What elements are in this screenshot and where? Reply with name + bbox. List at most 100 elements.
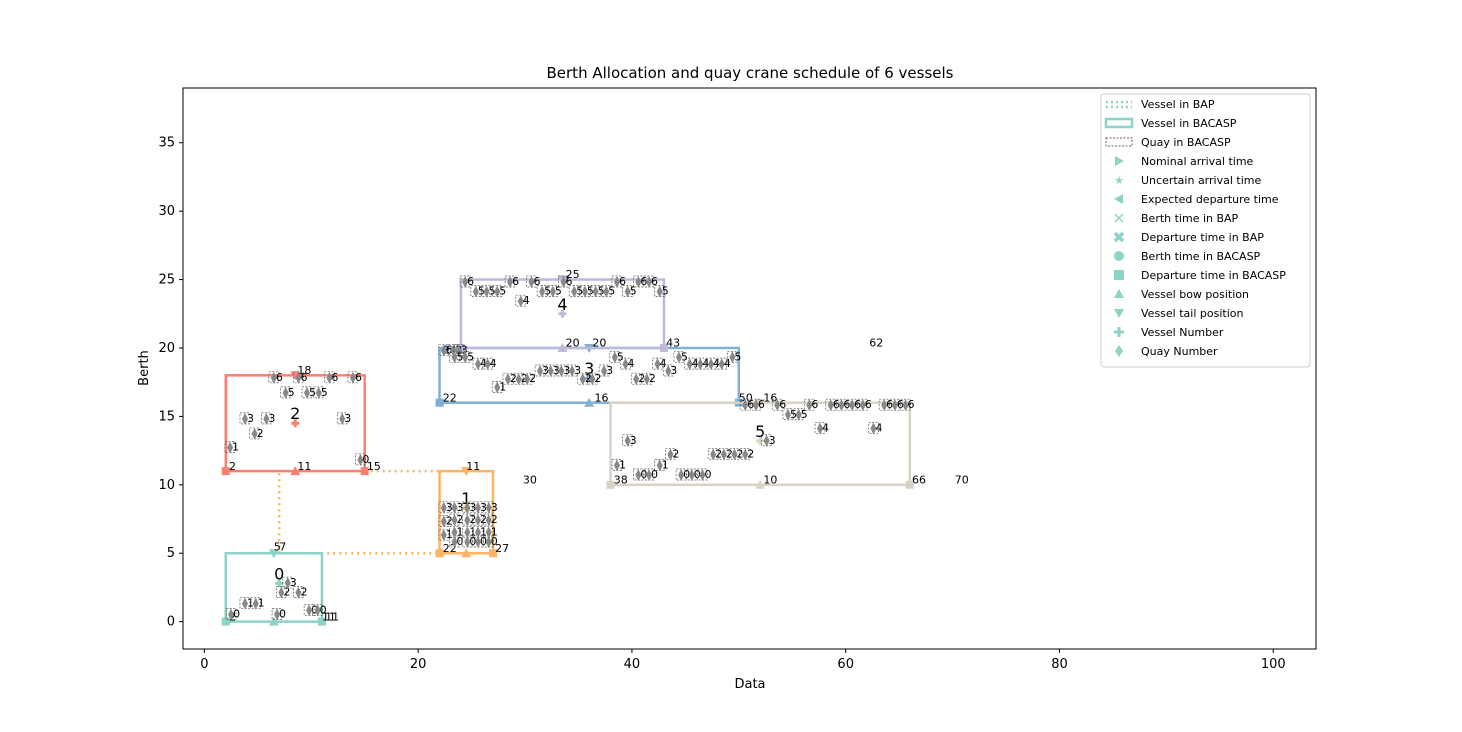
quay-diamond-marker: [314, 604, 321, 617]
quay-number-label: 2: [649, 372, 656, 385]
quay-diamond-marker: [451, 536, 458, 549]
bow-triangle-marker: [461, 548, 472, 558]
quay-number-label: 5: [309, 386, 316, 399]
triangle-down-icon: [1114, 309, 1124, 318]
quay-diamond-marker: [656, 459, 663, 472]
x-tick-label: 0: [200, 657, 208, 672]
quay-number-label: 2: [594, 372, 601, 385]
quay-number-label: 5: [662, 285, 669, 298]
quay-diamond-marker: [475, 526, 482, 539]
quay-diamond-marker: [485, 526, 492, 539]
y-axis-label: Berth: [137, 350, 152, 386]
vessel-time-label: 11: [297, 460, 311, 473]
quay-diamond-marker: [667, 448, 674, 461]
vessel-time-label: 50: [739, 391, 753, 404]
vessel-number-plus: [291, 419, 300, 428]
quay-diamond-marker: [528, 276, 535, 289]
quay-diamond-marker: [475, 501, 482, 514]
vessel-time-label: 16: [763, 391, 777, 404]
quay-diamond-marker: [515, 373, 522, 386]
quay-diamond-marker: [720, 448, 727, 461]
quay-number-label: 6: [619, 275, 626, 288]
quay-diamond-marker: [451, 501, 458, 514]
vessel-time-label: 30: [523, 473, 537, 486]
quay-diamond-marker: [902, 399, 909, 412]
quay-number-label: 6: [811, 398, 818, 411]
quay-number-label: 5: [467, 350, 474, 363]
quay-diamond-marker: [464, 501, 471, 514]
quay-number-label: 3: [344, 412, 351, 425]
quay-diamond-marker: [635, 276, 642, 289]
vessel-time-label: 2: [229, 460, 236, 473]
x-tick-label: 80: [1051, 657, 1068, 672]
quay-diamond-marker: [611, 351, 618, 364]
quay-number-label: 5: [801, 408, 808, 421]
quay-number-label: 3: [769, 434, 776, 447]
quay-diamond-marker: [891, 399, 898, 412]
vessel-time-label: 20: [566, 337, 580, 350]
quay-diamond-marker: [699, 468, 706, 481]
quay-number-label: 1: [446, 528, 453, 541]
quay-number-label: 0: [362, 453, 369, 466]
quay-number-label: 2: [283, 586, 290, 599]
quay-diamond-marker: [464, 526, 471, 539]
vessel-number-plus: [756, 437, 765, 446]
quay-diamond-marker: [613, 276, 620, 289]
y-tick-label: 35: [158, 136, 175, 151]
bow-triangle-marker: [584, 397, 595, 407]
triangle-up-icon: [1114, 289, 1124, 298]
vessel-time-label: 16: [595, 391, 609, 404]
tail-triangle-marker: [461, 467, 472, 477]
quay-diamond-marker: [357, 453, 364, 466]
quay-diamond-marker: [827, 399, 834, 412]
bow-triangle-marker: [268, 616, 279, 626]
vessel-time-label: 11: [466, 460, 480, 473]
vessel-time-label: 15: [367, 460, 381, 473]
vessel-number-label: 3: [584, 359, 594, 378]
quay-number-label: 2: [257, 427, 264, 440]
vessel-number-plus: [558, 309, 567, 318]
quay-diamond-marker: [464, 514, 471, 527]
quay-diamond-marker: [592, 285, 599, 298]
quay-diamond-marker: [643, 373, 650, 386]
solid-rect-icon: [1104, 117, 1134, 129]
vessel-time-label: 10: [763, 473, 777, 486]
legend-label: Quay Number: [1141, 345, 1218, 358]
departure-square-marker: [456, 343, 465, 352]
quay-diamond-marker: [686, 358, 693, 371]
quay-diamond-marker: [870, 422, 877, 435]
quay-diamond-marker: [560, 276, 567, 289]
quay-number-label: 1: [499, 380, 506, 393]
quay-diamond-marker: [547, 364, 554, 377]
quay-number-label: 6: [908, 398, 915, 411]
vessel-time-label: 62: [869, 337, 883, 350]
x-tick-label: 20: [410, 657, 427, 672]
quay-number-label: 3: [574, 364, 581, 377]
legend-label: Quay in BACASP: [1141, 136, 1231, 149]
quay-diamond-marker: [440, 515, 447, 528]
quay-number-label: 6: [276, 371, 283, 384]
quay-diamond-marker: [451, 351, 458, 364]
quay-diamond-marker: [697, 358, 704, 371]
quay-diamond-marker: [539, 285, 546, 298]
quay-diamond-marker: [315, 386, 322, 399]
quay-diamond-marker: [817, 422, 824, 435]
quay-number-label: 0: [311, 603, 318, 616]
quay-diamond-marker: [601, 364, 608, 377]
quay-diamond-marker: [708, 358, 715, 371]
quay-diamond-marker: [537, 364, 544, 377]
quay-number-label: 1: [491, 525, 498, 538]
quay-number-label: 5: [499, 285, 506, 298]
quay-diamond-marker: [675, 351, 682, 364]
quay-diamond-marker: [472, 285, 479, 298]
quay-number-label: 4: [875, 421, 882, 434]
quay-number-label: 2: [529, 372, 536, 385]
vessel-time-label: 66: [912, 473, 926, 486]
quay-number-label: 3: [630, 434, 637, 447]
quay-number-label: 5: [734, 350, 741, 363]
quay-diamond-marker: [475, 358, 482, 371]
vessel-number-plus: [275, 579, 284, 588]
quay-number-label: 3: [247, 412, 254, 425]
quay-number-label: 5: [321, 386, 328, 399]
